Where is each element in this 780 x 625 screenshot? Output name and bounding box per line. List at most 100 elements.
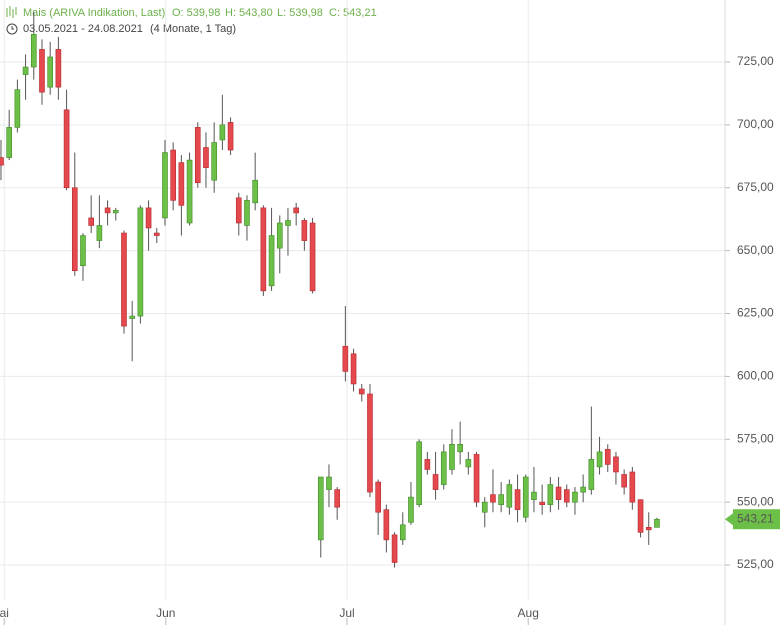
candle-body [432,474,439,490]
candle-body [408,496,414,523]
candle-body [604,449,611,465]
series-icon [6,6,17,18]
candle-body [194,127,201,184]
chart-title: Mais (ARIVA Indikation, Last) [23,7,165,19]
date-span: (4 Monate, 1 Tag) [150,23,236,35]
candle-body [162,152,168,219]
ohlc-label: L: 539,98 [277,7,323,19]
candle-body [104,207,111,214]
y-tick-label: 625,00 [737,306,774,320]
candle-body [227,122,234,151]
y-tick-label: 675,00 [737,180,774,194]
candle-body [80,235,86,267]
candle-body [490,494,496,503]
candle-body [473,454,480,503]
date-range: 03.05.2021 - 24.08.2021 [23,23,143,35]
candle-body [14,89,21,128]
candle-body [293,207,299,214]
candle-body [203,147,209,168]
candle-body [39,49,45,93]
clock-icon [6,23,18,35]
candle-body [186,159,193,224]
candle-body [121,232,127,327]
candle-body [22,66,29,75]
candle-body [645,527,652,531]
y-tick-label: 700,00 [737,117,774,131]
candle-body [654,518,660,528]
candle-body [342,345,349,372]
last-price-label: 543,21 [737,511,774,525]
grid [0,0,725,600]
candle-body [563,489,570,503]
candle-body [112,210,119,214]
candle-body [629,471,636,503]
candle-body [555,486,562,500]
candle-body [465,459,472,468]
candle-body [531,491,537,500]
candle-body [547,484,554,505]
candle-body [514,489,521,511]
candle-body [153,232,160,236]
candle-body [260,207,267,292]
candle-body [71,187,78,272]
x-tick-label: Aug [518,606,539,620]
candle-body [301,220,308,241]
x-tick-label: Jul [339,606,354,620]
y-tick-label: 725,00 [737,54,774,68]
candle-body [88,217,94,226]
ohlc-label: H: 543,80 [225,7,273,19]
candle-body [613,456,619,473]
candle-body [506,484,513,508]
x-tick-label: Jun [156,606,175,620]
candle-body [637,499,644,533]
candle-body [481,501,488,513]
candle-body [621,474,627,488]
last-price-box [733,509,780,530]
candle-body [170,149,176,201]
candle-body [129,315,135,319]
candle-body [358,388,365,395]
candle-body [30,34,37,68]
candle-body [580,486,586,493]
y-tick-label: 575,00 [737,431,774,445]
candle-body [244,200,250,226]
last-price-pointer [725,513,733,526]
ohlc-label: C: 543,21 [329,7,377,19]
candle-body [498,494,504,505]
candle-body [317,476,324,541]
y-tick-label: 525,00 [737,557,774,571]
candle-body [440,451,447,485]
y-tick-label: 600,00 [737,369,774,383]
y-tick-label: 550,00 [737,494,774,508]
ohlc-label: O: 539,98 [172,7,220,19]
candle-body [145,207,152,229]
candle-body [383,509,390,541]
candle-body [424,459,431,470]
candle-body [572,491,578,503]
candle-body [96,225,103,241]
candle-body [588,459,595,490]
candle-body [268,235,275,287]
candle-body [63,109,70,189]
candle-body [0,157,4,166]
candle-body [47,56,53,88]
candle-body [334,489,340,508]
candle-body [309,222,316,292]
clock-hands [11,26,14,30]
candle-body [276,222,283,249]
candle-body [235,197,242,224]
candle-body [522,476,529,518]
candle-body [399,524,406,541]
candle-body [367,393,373,493]
candle-body [211,142,217,181]
candle-body [375,481,381,513]
candle-body [137,207,144,317]
candle-body [219,124,226,141]
candle-body [6,127,12,158]
candle-body [178,162,185,206]
candle-body [449,444,455,470]
candle-body [285,220,291,226]
candle-body [457,444,463,453]
